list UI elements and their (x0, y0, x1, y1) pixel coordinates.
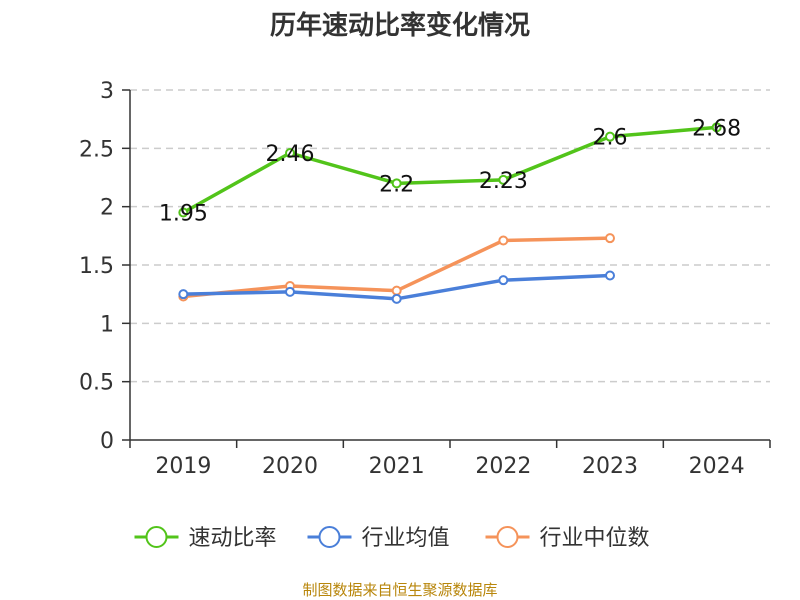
grid (130, 89, 770, 383)
data-point (498, 174, 509, 185)
data-point (285, 148, 295, 158)
y-tick-label: 2.5 (79, 137, 114, 162)
x-tick-label: 2021 (369, 454, 425, 479)
data-point (605, 270, 615, 281)
y-tick-label: 3 (100, 79, 114, 104)
y-tick-label: 0.5 (79, 371, 114, 396)
legend-swatch-marker (496, 526, 519, 548)
x-tick-label: 2019 (155, 454, 211, 479)
legend-item: 行业中位数 (485, 526, 650, 551)
data-point (391, 178, 402, 189)
data-point (391, 293, 402, 304)
chart-title: 历年速动比率变化情况 (270, 10, 530, 41)
y-tick-label: 2 (100, 196, 114, 221)
data-point (711, 122, 722, 133)
data-point (498, 275, 509, 286)
data-labels: 1.95 2.46 2.2 2.23 2.6 2.68 (159, 116, 741, 226)
source-note: 制图数据来自恒生聚源数据库 (302, 581, 497, 599)
y-tick-label: 1.5 (79, 254, 114, 279)
data-label: 2.2 (379, 172, 414, 197)
data-point (391, 285, 402, 296)
legend-swatch-marker (318, 526, 341, 548)
series-line (181, 125, 719, 215)
data-point (605, 131, 615, 142)
data-label: 2.46 (266, 142, 315, 167)
data-label: 2.23 (479, 169, 528, 194)
x-tick-label: 2024 (689, 454, 745, 479)
series-group (178, 122, 722, 304)
data-point (178, 289, 189, 300)
x-tick-label: 2020 (262, 454, 318, 479)
legend-item: 行业均值 (307, 526, 450, 551)
x-tick-label: 2023 (582, 454, 638, 479)
x-tick-label: 2022 (475, 454, 531, 479)
legend-label: 速动比率 (189, 526, 277, 551)
data-point (605, 233, 615, 244)
data-point (285, 286, 295, 297)
y-tick-label: 0 (100, 429, 114, 454)
legend: 速动比率 行业均值 行业中位数 (134, 526, 650, 551)
data-label: 2.6 (593, 126, 628, 151)
legend-item: 速动比率 (134, 526, 277, 551)
legend-label: 行业中位数 (540, 526, 650, 551)
data-point (178, 207, 189, 218)
legend-swatch-marker (145, 526, 168, 548)
y-tick-label: 1 (100, 312, 114, 337)
data-label: 1.95 (159, 202, 208, 227)
data-point (498, 235, 509, 246)
data-label: 2.68 (692, 116, 741, 141)
legend-label: 行业均值 (362, 526, 450, 551)
axes: 0 0.5 1 1.5 2 2.5 3 2019 2020 2021 2022 2023 2024 (79, 79, 771, 479)
